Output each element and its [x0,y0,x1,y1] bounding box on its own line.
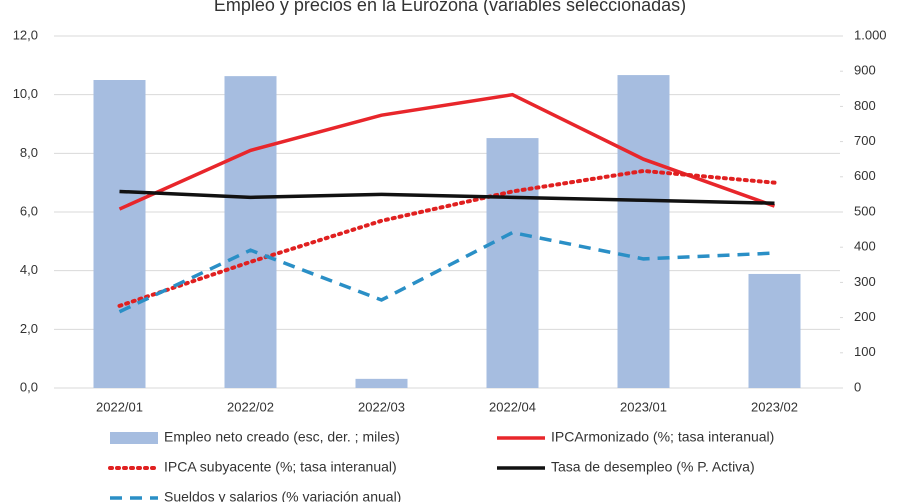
bar [617,75,670,389]
x-tick-label: 2022/04 [489,399,536,414]
legend-label: Tasa de desempleo (% P. Activa) [551,459,755,475]
x-tick-label: 2023/01 [620,399,667,414]
y-tick-label: 4,0 [20,262,38,277]
y-tick-label: 12,0 [13,27,38,42]
y2-tick-label: 200 [854,309,876,324]
legend-swatch [110,432,158,444]
bar [93,80,146,388]
x-tick-label: 2022/03 [358,399,405,414]
legend-label: IPCArmonizado (%; tasa interanual) [551,429,774,445]
y2-tick-label: 0 [854,379,861,394]
y2-tick-label: 900 [854,63,876,78]
line-series [117,168,777,308]
y2-tick-label: 800 [854,98,876,113]
line-series [118,230,775,314]
bar [224,76,277,389]
y2-tick-label: 300 [854,274,876,289]
y-tick-label: 6,0 [20,203,38,218]
y2-tick-label: 1.000 [854,27,887,42]
y2-tick-label: 700 [854,133,876,148]
x-tick-label: 2022/02 [227,399,274,414]
chart-title: Empleo y precios en la Eurozona (variabl… [214,0,686,15]
y2-tick-label: 100 [854,344,876,359]
y2-tick-label: 500 [854,203,876,218]
legend-label: IPCA subyacente (%; tasa interanual) [164,459,397,475]
y-tick-label: 2,0 [20,321,38,336]
x-tick-label: 2022/01 [96,399,143,414]
legend-label: Empleo neto creado (esc, der. ; miles) [164,429,400,445]
line-series [119,189,775,205]
y-tick-label: 8,0 [20,145,38,160]
bar [355,378,408,388]
x-tick-label: 2023/02 [751,399,798,414]
y-tick-label: 10,0 [13,86,38,101]
line-series [118,92,776,211]
bar [748,273,801,388]
y-tick-label: 0,0 [20,379,38,394]
y2-tick-label: 400 [854,239,876,254]
bar [486,138,539,388]
legend-label: Sueldos y salarios (% variación anual) [164,489,401,502]
y2-tick-label: 600 [854,168,876,183]
